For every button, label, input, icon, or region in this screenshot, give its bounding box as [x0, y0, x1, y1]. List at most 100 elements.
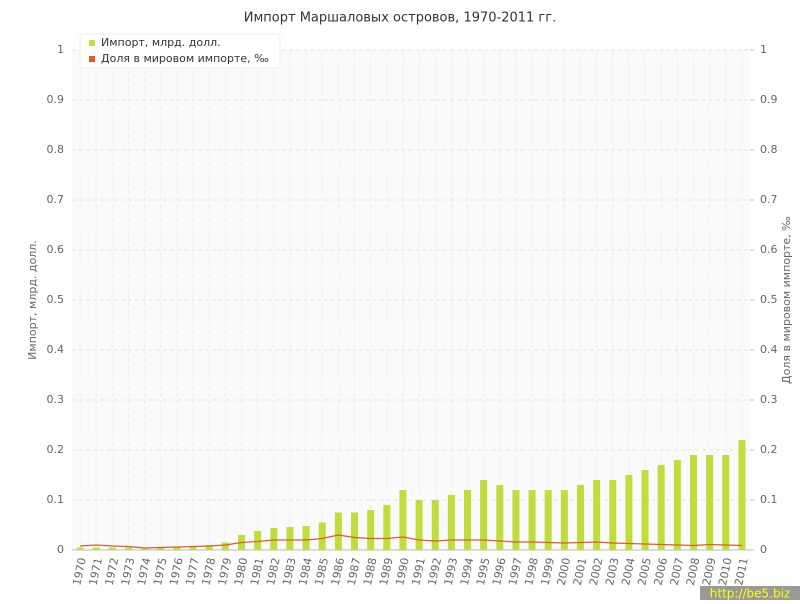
bar [76, 547, 84, 550]
y2-tick-label: 0.8 [760, 143, 778, 156]
bar [738, 440, 746, 550]
bar [625, 475, 633, 550]
bar [641, 470, 649, 550]
bar [593, 480, 601, 550]
bar [254, 531, 262, 550]
x-tick-label: 1993 [442, 557, 461, 587]
legend-label: Импорт, млрд. долл. [101, 36, 221, 49]
x-tick-label: 1972 [103, 557, 122, 587]
x-tick-label: 2007 [668, 557, 687, 587]
bar [512, 490, 520, 550]
bar [690, 455, 697, 550]
x-tick-label: 1975 [151, 557, 170, 587]
x-tick-label: 1996 [490, 557, 509, 587]
x-tick-label: 2002 [587, 557, 606, 587]
x-tick-label: 1988 [361, 557, 380, 587]
bar [205, 545, 213, 550]
legend-box [79, 33, 281, 69]
watermark: http://be5.biz [710, 587, 790, 601]
bar [351, 512, 358, 550]
x-tick-label: 1987 [345, 557, 364, 587]
legend-swatch [89, 40, 95, 46]
y-axis-title: Импорт, млрд. долл. [26, 240, 39, 360]
bar [480, 480, 488, 550]
legend-label: Доля в мировом импорте, ‰ [101, 52, 269, 65]
bar [560, 490, 568, 550]
y2-tick-label: 0.2 [760, 443, 778, 456]
y-tick-label: 1 [57, 43, 64, 56]
y2-axis-title: Доля в мировом импорте, ‰ [780, 216, 793, 384]
x-tick-label: 1989 [377, 557, 396, 587]
x-tick-label: 1980 [232, 557, 251, 587]
x-tick-label: 1992 [426, 557, 445, 587]
x-tick-label: 1990 [393, 557, 412, 587]
x-tick-label: 2008 [684, 557, 703, 587]
y-tick-label: 0.6 [47, 243, 65, 256]
bar [157, 547, 165, 550]
x-tick-label: 1984 [296, 557, 315, 587]
watermark-bg [700, 586, 800, 600]
bar [706, 455, 714, 550]
x-tick-label: 1986 [329, 557, 348, 587]
x-tick-label: 1976 [167, 557, 186, 587]
bar [141, 548, 149, 550]
x-tick-label: 1995 [474, 557, 493, 587]
bar [270, 528, 278, 550]
bar [108, 547, 116, 550]
x-tick-label: 2011 [732, 557, 751, 587]
line [80, 534, 742, 549]
bar [464, 490, 471, 550]
y-tick-label: 0.7 [47, 193, 65, 206]
bar [722, 455, 730, 550]
x-tick-label: 1974 [135, 557, 154, 587]
y-tick-label: 0.1 [47, 493, 65, 506]
chart-title: Импорт Маршаловых островов, 1970-2011 гг… [244, 11, 556, 26]
x-tick-label: 2005 [635, 557, 654, 587]
bar [496, 485, 504, 550]
y2-tick-label: 0.7 [760, 193, 778, 206]
x-tick-label: 1994 [458, 557, 477, 587]
y-tick-label: 0.8 [47, 143, 65, 156]
y2-tick-label: 0.3 [760, 393, 778, 406]
bar [302, 526, 310, 550]
y-tick-label: 0.5 [47, 293, 65, 306]
bar [528, 490, 536, 550]
x-tick-label: 1985 [313, 557, 332, 587]
x-tick-label: 1973 [119, 557, 138, 587]
x-tick-label: 1999 [539, 557, 558, 587]
x-tick-label: 2009 [700, 557, 719, 587]
bar [399, 490, 407, 550]
x-tick-label: 2000 [555, 557, 574, 587]
x-tick-label: 2004 [619, 557, 638, 587]
bar [334, 512, 342, 550]
y-tick-label: 0.4 [47, 343, 65, 356]
x-tick-label: 1981 [248, 557, 267, 587]
y-tick-label: 0.3 [47, 393, 65, 406]
x-tick-label: 1971 [87, 557, 106, 587]
x-tick-label: 1970 [70, 557, 89, 587]
y2-tick-label: 0.4 [760, 343, 778, 356]
bar [431, 500, 439, 550]
y2-tick-label: 1 [760, 43, 767, 56]
y-tick-label: 0.9 [47, 93, 65, 106]
bar [286, 527, 294, 550]
x-tick-label: 1978 [200, 557, 219, 587]
y2-tick-label: 0.9 [760, 93, 778, 106]
x-tick-label: 1998 [522, 557, 541, 587]
bar [447, 495, 455, 550]
bar [657, 465, 665, 550]
bar [673, 460, 681, 550]
bar [318, 522, 326, 550]
bar [221, 542, 229, 550]
y2-tick-label: 0.6 [760, 243, 778, 256]
bar [609, 480, 617, 550]
x-tick-label: 2010 [716, 557, 735, 587]
x-tick-label: 1982 [264, 557, 283, 587]
bar [383, 505, 391, 550]
bar [415, 500, 423, 550]
bar [544, 490, 552, 550]
y2-tick-label: 0.1 [760, 493, 778, 506]
y-tick-label: 0.2 [47, 443, 65, 456]
y2-tick-label: 0 [760, 543, 767, 556]
